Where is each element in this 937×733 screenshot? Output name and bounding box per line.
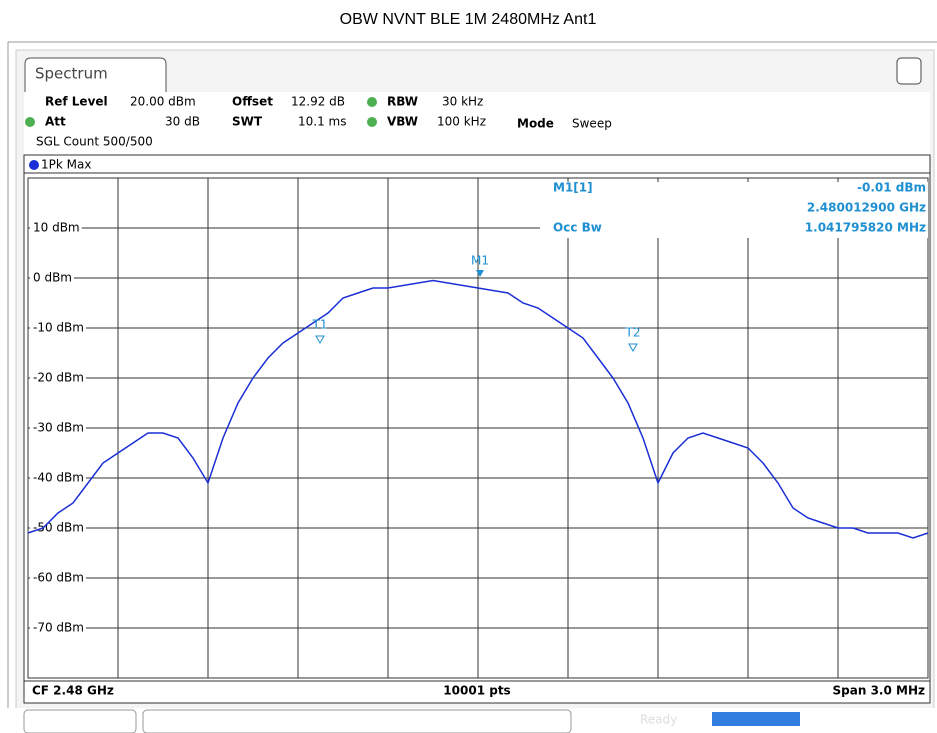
trace-layer xyxy=(27,279,929,539)
value: 20.00 dBm xyxy=(130,95,196,109)
y-tick-label: -70 dBm xyxy=(33,621,84,635)
label: Ref Level xyxy=(45,95,108,109)
y-tick-label: -30 dBm xyxy=(33,421,84,435)
indicator xyxy=(25,117,35,127)
label-background xyxy=(30,271,74,285)
label: Mode xyxy=(517,117,554,131)
value: 10.1 ms xyxy=(298,115,346,129)
marker-label: T2 xyxy=(625,326,641,340)
indicator xyxy=(367,97,377,107)
value: 100 kHz xyxy=(437,115,486,129)
label: RBW xyxy=(387,95,418,109)
value: 30 dB xyxy=(165,115,200,129)
marker-symbol xyxy=(315,335,325,345)
marker-box xyxy=(540,182,928,238)
settings-area xyxy=(24,92,930,158)
label-background xyxy=(30,571,86,585)
plot-frame xyxy=(23,154,931,704)
y-tick-label: -10 dBm xyxy=(33,321,84,335)
indicator xyxy=(367,117,377,127)
title: OBW NVNT BLE 1M 2480MHz Ant1 xyxy=(340,11,597,28)
trace-indicator xyxy=(29,160,39,170)
label: VBW xyxy=(387,115,418,129)
label-background xyxy=(30,621,86,635)
marker-label: M1 xyxy=(471,254,489,268)
y-tick-label: -20 dBm xyxy=(33,371,84,385)
count: SGL Count 500/500 xyxy=(36,135,153,149)
value: Sweep xyxy=(572,117,612,131)
label: Att xyxy=(45,115,66,129)
status-field xyxy=(23,709,137,733)
label-background xyxy=(30,421,86,435)
menu-button[interactable] xyxy=(896,57,922,85)
footer-cf: CF 2.48 GHz xyxy=(32,684,114,698)
y-tick-label: -40 dBm xyxy=(33,471,84,485)
label-background xyxy=(30,521,86,535)
status: Ready xyxy=(640,713,677,727)
y-tick-label: 10 dBm xyxy=(33,221,80,235)
label-background xyxy=(30,371,86,385)
progress xyxy=(712,712,800,726)
y-tick-label: 0 dBm xyxy=(33,271,72,285)
value: 12.92 dB xyxy=(291,95,345,109)
marker-info: M1[1] xyxy=(553,181,593,195)
grid: 10 dBm 0 dBm -10 dBm -20 dBm -30 dBm -40 dBm -… xyxy=(28,178,928,678)
footer-span: Span 3.0 MHz xyxy=(833,684,925,698)
marker-info: 2.480012900 GHz xyxy=(807,201,926,215)
label-background xyxy=(30,321,86,335)
label-background xyxy=(30,221,82,235)
trace-label: 1Pk Max xyxy=(41,158,91,172)
trace-line xyxy=(27,279,929,539)
marker-symbol xyxy=(628,343,638,353)
footer-pts: 10001 pts xyxy=(443,684,510,698)
label-background xyxy=(30,471,86,485)
tab-label[interactable]: Spectrum xyxy=(35,65,108,83)
y-tick-label: -60 dBm xyxy=(33,571,84,585)
y-tick-label: -50 dBm xyxy=(33,521,84,535)
label: Offset xyxy=(232,95,273,109)
label: SWT xyxy=(232,115,263,129)
tab[interactable] xyxy=(24,57,167,92)
marker-symbol xyxy=(476,270,484,277)
marker-info: -0.01 dBm xyxy=(857,181,926,195)
marker-info: 1.041795820 MHz xyxy=(805,221,926,235)
marker-label: T1 xyxy=(312,318,328,332)
status-field xyxy=(142,709,572,733)
marker-info: Occ Bw xyxy=(553,221,602,235)
value: 30 kHz xyxy=(442,95,483,109)
